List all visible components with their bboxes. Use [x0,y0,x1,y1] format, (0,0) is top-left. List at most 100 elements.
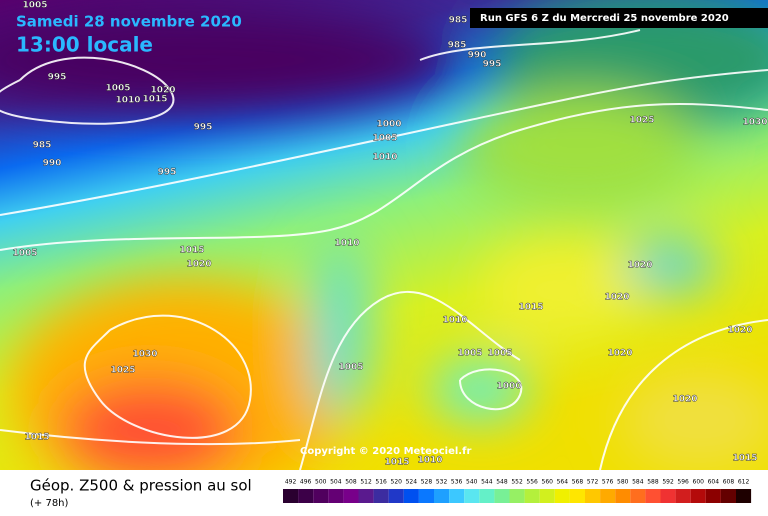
isobar-label: 1010 [334,239,359,249]
isobar-label: 990 [468,51,487,61]
legend-label: 560 [542,479,554,486]
isobar-label: 1010 [417,456,442,466]
legend-swatch [509,489,525,503]
run-box [470,8,768,28]
isobar-label: 1020 [627,261,652,271]
legend-swatch [524,489,540,503]
legend-swatch [720,489,736,503]
legend-swatch [615,489,631,503]
isobar-label: 1005 [372,134,397,144]
isobar-label: 1030 [742,118,767,128]
isobar-label: 1015 [732,454,757,464]
legend-swatch [388,489,404,503]
legend-swatch [403,489,419,503]
legend-label: 544 [481,479,493,486]
isobar-label: 995 [194,123,213,133]
legend-label: 532 [436,479,448,486]
isobar-label: 1020 [672,395,697,405]
forecast-time: 13:00 locale [16,33,153,57]
legend-swatch [660,489,676,503]
run-info: Run GFS 6 Z du Mercredi 25 novembre 2020 [480,13,729,24]
legend-label: 564 [557,479,569,486]
legend-label: 508 [345,479,357,486]
isobar-label: 1030 [132,350,157,360]
isobar-label: 1015 [384,458,409,468]
isobar-label: 1010 [115,96,140,106]
legend-swatch [494,489,510,503]
isobar-label: 995 [158,168,177,178]
legend-label: 612 [738,479,750,486]
legend-swatch [434,489,450,503]
legend-swatch [464,489,480,503]
legend-label: 608 [723,479,735,486]
legend-label: 604 [708,479,720,486]
isobar-label: 1005 [105,84,130,94]
legend-swatch [569,489,585,503]
isobar-label: 1000 [496,382,521,392]
legend-label: 548 [496,479,508,486]
legend-swatch [736,489,752,503]
legend-label: 584 [632,479,644,486]
isobar-label: 1005 [12,249,37,259]
legend-label: 524 [406,479,418,486]
isobar-label: 1020 [604,293,629,303]
isobar-label: 1020 [607,349,632,359]
legend-label: 568 [572,479,584,486]
legend-swatch [283,489,299,503]
legend-label: 572 [587,479,599,486]
isobar-label: 1015 [179,246,204,256]
legend-swatch [600,489,616,503]
legend-swatch [418,489,434,503]
copyright: Copyright © 2020 Meteociel.fr [300,446,471,457]
legend-label: 516 [375,479,387,486]
legend-label: 580 [617,479,629,486]
isobar-label: 1010 [442,316,467,326]
legend-label: 492 [285,479,297,486]
legend-label: 596 [677,479,689,486]
legend-label: 500 [315,479,327,486]
legend-label: 540 [466,479,478,486]
isobar-label: 990 [43,159,62,169]
legend-swatch [373,489,389,503]
isobar-label: 985 [33,141,52,151]
isobar-label: 1005 [338,363,363,373]
legend-swatch [539,489,555,503]
field-shading [0,0,768,500]
isobars [0,29,768,471]
legend-label: 556 [526,479,538,486]
legend-swatch [343,489,359,503]
legend-swatch [449,489,465,503]
legend-swatch [313,489,329,503]
legend-label: 588 [647,479,659,486]
isobar-label: 1020 [150,86,175,96]
isobar-label: 1005 [457,349,482,359]
forecast-date: Samedi 28 novembre 2020 [16,13,242,31]
isobar-label: 985 [448,41,467,51]
legend-label: 528 [421,479,433,486]
isobar-label: 1020 [186,260,211,270]
legend-swatch [630,489,646,503]
isobar-label: 1025 [110,366,135,376]
footer-lead: (+ 78h) [30,498,69,509]
legend-swatch [554,489,570,503]
isobar-label: 1000 [376,120,401,130]
legend-label: 512 [360,479,372,486]
isobar-label: 1015 [518,303,543,313]
isobar-label: 1010 [372,153,397,163]
legend-label: 552 [511,479,523,486]
isobar-label: 1020 [727,326,752,336]
legend-swatch [645,489,661,503]
isobar-label: 995 [483,60,502,70]
legend-swatch [358,489,374,503]
legend-swatch [298,489,314,503]
legend-label: 592 [662,479,674,486]
legend-label: 600 [693,479,705,486]
isobar-label: 985 [449,16,468,26]
legend-label: 576 [602,479,614,486]
legend-label: 504 [330,479,342,486]
legend-swatch [585,489,601,503]
legend-swatch [328,489,344,503]
isobar-label: 1015 [24,433,49,443]
isobar-label: 995 [48,73,67,83]
